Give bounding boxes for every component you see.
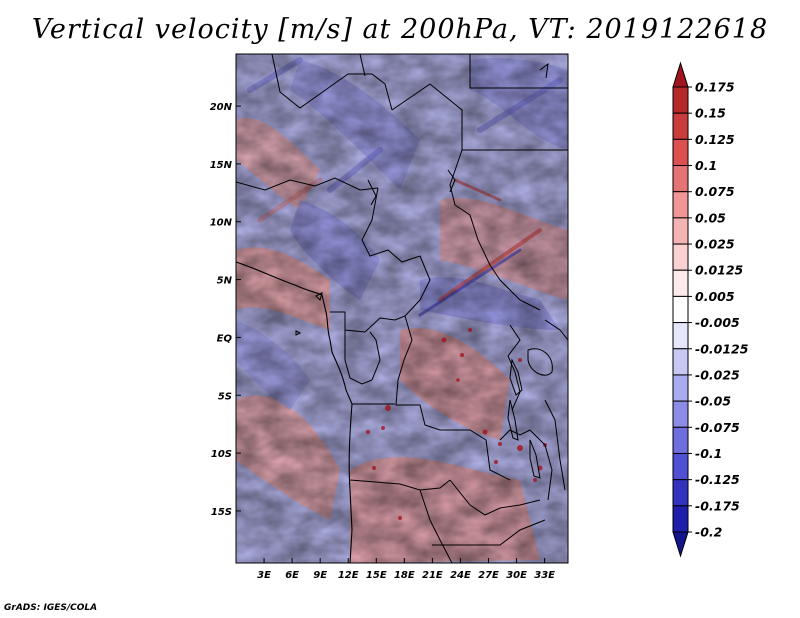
lat-tick-label: 15S	[211, 507, 232, 518]
lat-tick-label: 5N	[217, 276, 233, 287]
colorbar-segment	[672, 479, 689, 507]
grads-credit: GrADS: IGES/COLA	[4, 603, 98, 613]
colorbar-label: -0.175	[695, 498, 740, 513]
colorbar-segment	[672, 138, 689, 167]
lat-tick-label: EQ	[217, 333, 233, 344]
colorbar-label: 0.175	[695, 80, 735, 95]
colorbar-segment	[672, 295, 689, 324]
colorbar-label: 0.075	[695, 184, 735, 199]
colorbar-segment	[672, 165, 689, 193]
colorbar-label: -0.0125	[695, 341, 749, 356]
colorbar-segment	[672, 400, 689, 428]
colorbar-segment	[672, 191, 689, 219]
colorbar-segment	[672, 426, 689, 454]
colorbar-segment	[672, 322, 689, 350]
colorbar-segment	[672, 86, 689, 114]
lat-tick-label: 10N	[210, 218, 233, 229]
colorbar-label: 0.025	[695, 237, 735, 252]
colorbar-label: -0.075	[695, 420, 740, 435]
longitude-axis: 3E 6E 9E 12E 15E 18E 21E 24E 27E 30E 33E	[257, 558, 555, 581]
colorbar-segment	[672, 452, 689, 481]
colorbar-bottom-triangle	[672, 531, 689, 558]
colorbar-segment	[672, 348, 689, 376]
colorbar-label: 0.1	[695, 158, 717, 173]
colorbar-label: -0.2	[695, 525, 722, 540]
chart-title: Vertical velocity [m/s] at 200hPa, VT: 2…	[31, 14, 769, 45]
lon-tick-label: 30E	[506, 570, 527, 581]
colorbar-segment	[672, 112, 689, 140]
plot-frame	[235, 53, 569, 564]
colorbar-segment	[672, 217, 689, 245]
lon-tick-label: 18E	[394, 570, 415, 581]
colorbar-segment	[672, 243, 689, 271]
lon-tick-label: 24E	[450, 570, 471, 581]
lon-tick-label: 3E	[257, 570, 271, 581]
lat-tick-label: 15N	[210, 160, 233, 171]
colorbar-label: -0.05	[695, 394, 731, 409]
colorbar-label: 0.05	[695, 210, 726, 225]
lon-tick-label: 9E	[313, 570, 327, 581]
colorbar-top-triangle	[672, 61, 689, 88]
lat-tick-label: 5S	[218, 391, 232, 402]
latitude-axis: 20N 15N 10N 5N EQ 5S 10S 15S	[210, 102, 241, 518]
colorbar-segment	[672, 505, 689, 533]
colorbar-label: -0.025	[695, 367, 740, 382]
colorbar-segment	[672, 269, 689, 297]
lat-tick-label: 10S	[211, 449, 232, 460]
velocity-field	[236, 54, 568, 563]
lon-tick-label: 33E	[534, 570, 555, 581]
colorbar-label: 0.0125	[695, 263, 744, 278]
colorbar-label: 0.15	[695, 106, 726, 121]
colorbar-label: -0.125	[695, 472, 740, 487]
lon-tick-label: 27E	[478, 570, 499, 581]
colorbar-legend: 0.175 0.15 0.125 0.1 0.075 0.05 0.025 0.0125 0.0…	[672, 61, 749, 558]
colorbar-label: 0.005	[695, 289, 735, 304]
colorbar-label: -0.1	[695, 446, 722, 461]
country-borders	[236, 54, 568, 563]
lat-tick-label: 20N	[210, 102, 233, 113]
lon-tick-label: 6E	[285, 570, 299, 581]
colorbar-label: 0.125	[695, 132, 735, 147]
colorbar-segment	[672, 374, 689, 402]
lon-tick-label: 12E	[338, 570, 359, 581]
colorbar-label: -0.005	[695, 315, 740, 330]
lon-tick-label: 15E	[366, 570, 387, 581]
lon-tick-label: 21E	[422, 570, 443, 581]
